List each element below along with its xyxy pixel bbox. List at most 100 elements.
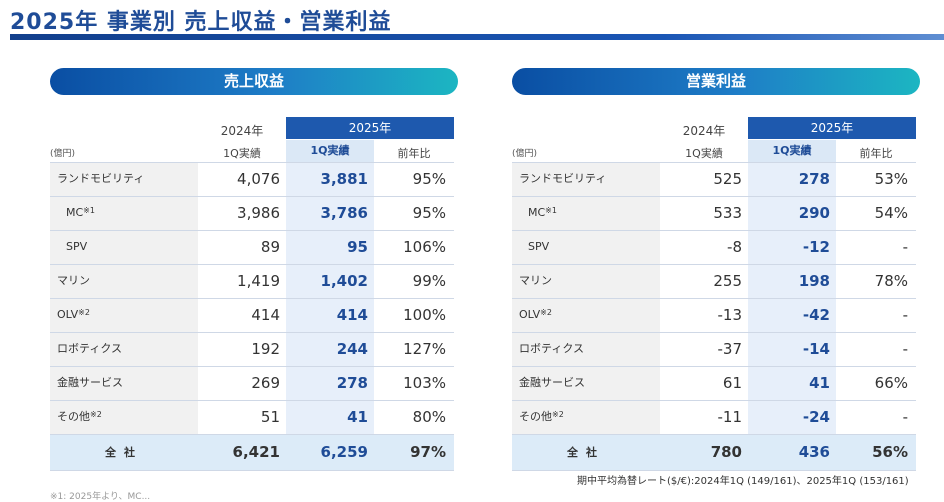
row-yoy-value: - [902,306,908,324]
row-label: ランドモビリティ [50,163,198,196]
row-prev-value: -8 [727,238,742,256]
row-yoy-value: 80% [412,408,446,426]
unit-label: (億円) [512,149,538,159]
row-prev-value: 1,419 [237,272,280,290]
row-prev-value: 3,986 [237,204,280,222]
row-cur-value: -42 [748,299,836,332]
row-yoy-value: - [902,238,908,256]
col-yoy-label: 前年比 [859,147,893,160]
table-row: ランドモビリティ 4,076 3,881 95% [50,162,454,196]
revenue-table-header: 2024年 2025年 (億円) 1Q実績 1Q実績 前年比 [50,117,454,162]
row-yoy-value: 95% [412,170,446,188]
total-cur: 436 [798,443,830,461]
row-cur-value: 198 [748,265,836,298]
operating-rows: ランドモビリティ 525 278 53% MC※1 533 290 54% SPV -8 -12 - マ… [512,162,916,434]
row-cur-value: 278 [748,163,836,196]
revenue-table: 2024年 2025年 (億円) 1Q実績 1Q実績 前年比 ランドモビリティ 4… [50,117,454,471]
table-row: OLV※2 414 414 100% [50,298,454,332]
footnote: ※1: 2025年より、MC... [50,492,151,502]
total-yoy: 56% [872,443,908,461]
table-row: MC※1 3,986 3,786 95% [50,196,454,230]
row-cur-value: -24 [748,401,836,434]
year-prev-label: 2024年 [220,124,264,138]
row-yoy-value: 53% [874,170,908,188]
col-cur-label: 1Q実績 [286,140,374,162]
row-note: ※1 [545,206,557,215]
row-label: その他※2 [512,401,660,434]
operating-table: 2024年 2025年 (億円) 1Q実績 1Q実績 前年比 ランドモビリティ 5… [512,117,916,471]
row-label: SPV [50,231,198,264]
table-row: その他※2 51 41 80% [50,400,454,434]
row-note: ※2 [540,308,552,317]
row-note: ※1 [83,206,95,215]
year-cur-label: 2025年 [748,117,916,139]
table-row: ロボティクス -37 -14 - [512,332,916,366]
row-yoy-value: 54% [874,204,908,222]
row-yoy-value: - [902,408,908,426]
row-prev-value: 525 [713,170,742,188]
row-yoy-value: 127% [403,340,446,358]
table-row: OLV※2 -13 -42 - [512,298,916,332]
col-cur-label: 1Q実績 [748,140,836,162]
total-label: 全社 [105,446,143,459]
row-cur-value: 290 [748,197,836,230]
row-label: ロボティクス [512,333,660,366]
table-row: ロボティクス 192 244 127% [50,332,454,366]
row-cur-value: 41 [286,401,374,434]
table-row: SPV 89 95 106% [50,230,454,264]
row-cur-value: 1,402 [286,265,374,298]
row-label: 金融サービス [50,367,198,400]
operating-table-header: 2024年 2025年 (億円) 1Q実績 1Q実績 前年比 [512,117,916,162]
row-note: ※2 [552,410,564,419]
row-yoy-value: 78% [874,272,908,290]
row-label: ロボティクス [50,333,198,366]
total-yoy: 97% [410,443,446,461]
total-prev: 780 [710,443,742,461]
row-prev-value: 51 [260,408,280,426]
col-prev-label: 1Q実績 [223,147,261,160]
row-yoy-value: 66% [874,374,908,392]
row-cur-value: -14 [748,333,836,366]
row-cur-value: 95 [286,231,374,264]
table-row: マリン 255 198 78% [512,264,916,298]
row-cur-value: 3,786 [286,197,374,230]
row-prev-value: 61 [722,374,742,392]
row-cur-value: 3,881 [286,163,374,196]
title-underline-bar [10,34,944,40]
table-row: SPV -8 -12 - [512,230,916,264]
row-cur-value: 41 [748,367,836,400]
revenue-heading: 売上収益 [50,68,458,95]
year-cur-label: 2025年 [286,117,454,139]
row-prev-value: -37 [717,340,743,358]
row-yoy-value: 100% [403,306,446,324]
exchange-rate-note: 期中平均為替レート($/€):2024年1Q (149/161)、2025年1Q… [577,476,909,487]
col-yoy-label: 前年比 [397,147,431,160]
row-prev-value: 414 [251,306,280,324]
row-yoy-value: - [902,340,908,358]
total-prev: 6,421 [232,443,280,461]
row-label: SPV [512,231,660,264]
table-row: その他※2 -11 -24 - [512,400,916,434]
row-yoy-value: 106% [403,238,446,256]
row-prev-value: 89 [260,238,280,256]
row-prev-value: 533 [713,204,742,222]
row-label: MC※1 [512,197,660,230]
revenue-panel: 売上収益 2024年 2025年 (億円) 1Q実績 1Q実績 前年比 ランドモ… [50,68,458,471]
col-prev-label: 1Q実績 [685,147,723,160]
table-row: 金融サービス 269 278 103% [50,366,454,400]
row-label: マリン [512,265,660,298]
table-row: マリン 1,419 1,402 99% [50,264,454,298]
row-cur-value: 278 [286,367,374,400]
row-cur-value: 244 [286,333,374,366]
row-yoy-value: 95% [412,204,446,222]
row-prev-value: 269 [251,374,280,392]
operating-panel: 営業利益 2024年 2025年 (億円) 1Q実績 1Q実績 前年比 ランドモ… [512,68,920,471]
row-label: マリン [50,265,198,298]
table-row: MC※1 533 290 54% [512,196,916,230]
row-prev-value: -13 [717,306,743,324]
row-prev-value: 255 [713,272,742,290]
row-prev-value: -11 [717,408,743,426]
table-row: ランドモビリティ 525 278 53% [512,162,916,196]
row-label: 金融サービス [512,367,660,400]
revenue-rows: ランドモビリティ 4,076 3,881 95% MC※1 3,986 3,786 95% SP… [50,162,454,434]
